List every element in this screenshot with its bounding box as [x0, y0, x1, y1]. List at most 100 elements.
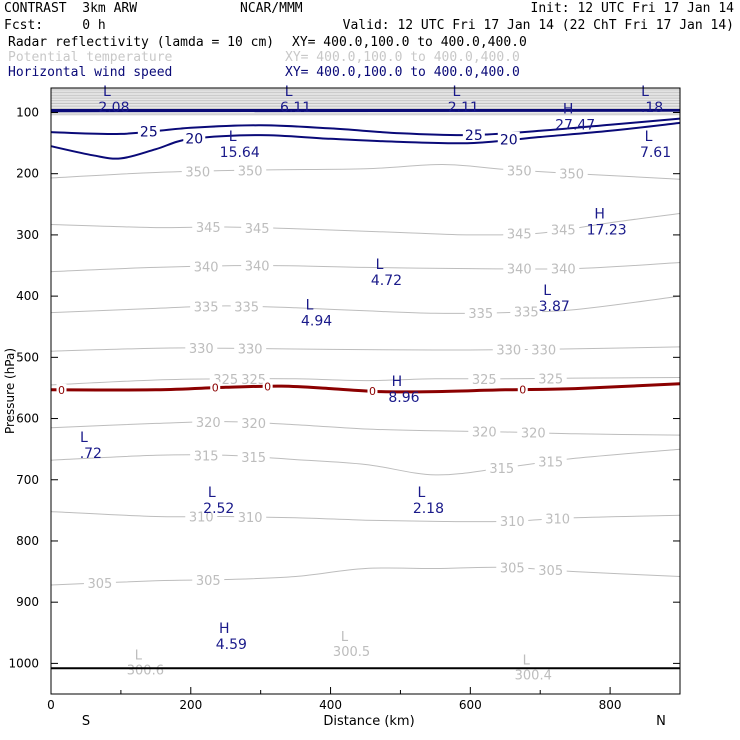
- y-tick-label: 200: [16, 167, 39, 181]
- theta-label-bg: [464, 305, 497, 320]
- theta-label-305: 305: [500, 562, 525, 577]
- theta-extremum-value: 300.4: [515, 668, 552, 683]
- theta-label-bg: [181, 164, 214, 179]
- wind-extremum-marker: L: [452, 84, 460, 100]
- x-tick-label: 200: [179, 698, 202, 712]
- theta-extremum-marker: L: [523, 653, 531, 668]
- theta-label-bg: [468, 371, 501, 386]
- theta-label-bg: [237, 449, 270, 464]
- wind-extremum-marker: L: [645, 129, 653, 145]
- wind-extremum-value: 2.52: [203, 501, 234, 517]
- wind-label-20: 20: [185, 132, 203, 148]
- theta-extremum-marker: L: [341, 630, 349, 645]
- theta-extremum-value: 300.6: [127, 663, 164, 678]
- theta-label-bg: [230, 299, 263, 314]
- theta-label-345: 345: [507, 228, 532, 243]
- theta-label-bg: [234, 341, 267, 356]
- theta-label-bg: [485, 460, 518, 475]
- theta-label-305: 305: [88, 577, 113, 592]
- field-2-name: Potential temperature: [8, 50, 173, 65]
- theta-label-340: 340: [245, 260, 270, 275]
- wind-extremum-value: 2.11: [448, 100, 479, 116]
- wind-label-25: 25: [465, 128, 483, 144]
- header-init: Init: 12 UTC Fri 17 Jan 14: [530, 1, 735, 16]
- zero-label-bg: [262, 380, 273, 393]
- theta-label-bg: [541, 511, 574, 526]
- x-tick-label: 800: [599, 698, 622, 712]
- theta-label-bg: [468, 424, 501, 439]
- wind-extremum-marker: L: [418, 485, 426, 501]
- wind-extremum-marker: L: [208, 485, 216, 501]
- zero-label: 0: [212, 382, 219, 395]
- theta-label-bg: [234, 163, 267, 178]
- header-valid: Valid: 12 UTC Fri 17 Jan 14 (22 ChT Fri …: [342, 18, 734, 33]
- wind-extremum-marker: L: [641, 84, 649, 100]
- south-end-label: S: [82, 714, 90, 729]
- theta-extremum-value: 300.5: [333, 645, 370, 660]
- theta-label-bg: [492, 342, 525, 357]
- theta-label-310: 310: [545, 513, 570, 528]
- field-3-name: Horizontal wind speed: [8, 65, 173, 80]
- theta-contour-320: [50, 421, 681, 436]
- theta-label-335: 335: [194, 301, 219, 316]
- theta-label-bg: [496, 514, 529, 529]
- wind-extremum-value: 4.59: [216, 637, 247, 653]
- theta-label-350: 350: [507, 164, 532, 179]
- field-3-xy: XY= 400.0,100.0 to 400.0,400.0: [285, 65, 520, 80]
- zero-label-bg: [56, 383, 67, 396]
- theta-label-bg: [503, 163, 536, 178]
- y-tick-label: 500: [16, 350, 39, 364]
- north-end-label: N: [656, 714, 666, 729]
- theta-label-330: 330: [189, 342, 214, 357]
- theta-label-305: 305: [538, 564, 563, 579]
- y-tick-label: 700: [16, 473, 39, 487]
- wind-extremum-marker: H: [594, 207, 605, 223]
- wind-extremum-value: 2.18: [413, 501, 444, 517]
- zero-label: 0: [369, 385, 376, 398]
- y-tick-label: 1000: [8, 656, 39, 670]
- theta-label-bg: [192, 220, 225, 235]
- theta-label-350: 350: [238, 164, 263, 179]
- zero-label-bg: [210, 381, 221, 394]
- theta-label-330: 330: [496, 344, 521, 359]
- wind-extremum-value: 27.47: [555, 117, 595, 133]
- x-tick-label: 400: [319, 698, 342, 712]
- theta-label-335: 335: [468, 307, 493, 322]
- theta-label-bg: [527, 342, 560, 357]
- theta-label-315: 315: [538, 456, 563, 471]
- theta-label-330: 330: [531, 343, 556, 358]
- theta-label-bg: [496, 560, 529, 575]
- theta-label-bg: [241, 258, 274, 273]
- y-tick-label: 900: [16, 595, 39, 609]
- wind-extremum-marker: H: [219, 621, 230, 637]
- theta-label-bg: [534, 454, 567, 469]
- theta-label-bg: [185, 509, 218, 524]
- theta-label-bg: [503, 226, 536, 241]
- theta-label-bg: [185, 341, 218, 356]
- theta-label-320: 320: [196, 416, 221, 431]
- y-axis-label: Pressure (hPa): [3, 348, 17, 434]
- theta-label-bg: [555, 166, 588, 181]
- theta-label-340: 340: [194, 260, 219, 275]
- theta-label-310: 310: [238, 511, 263, 526]
- theta-label-340: 340: [551, 263, 576, 278]
- wind-extremum-marker: L: [543, 283, 551, 299]
- header-forecast: Fcst: 0 h: [4, 18, 106, 33]
- theta-label-335: 335: [514, 306, 539, 321]
- wind-label-25: 25: [140, 124, 158, 140]
- theta-label-345: 345: [196, 221, 221, 236]
- theta-label-bg: [503, 261, 536, 276]
- theta-label-bg: [534, 563, 567, 578]
- theta-label-bg: [510, 304, 543, 319]
- zero-contour-line: [50, 382, 681, 394]
- theta-label-310: 310: [500, 515, 525, 530]
- theta-label-325: 325: [538, 372, 563, 387]
- y-tick-label: 600: [16, 412, 39, 426]
- theta-label-bg: [190, 299, 223, 314]
- wind-extremum-marker: H: [392, 374, 403, 390]
- theta-label-bg: [547, 222, 580, 237]
- header-model: CONTRAST 3km ARW: [4, 1, 138, 16]
- theta-label-bg: [237, 415, 270, 430]
